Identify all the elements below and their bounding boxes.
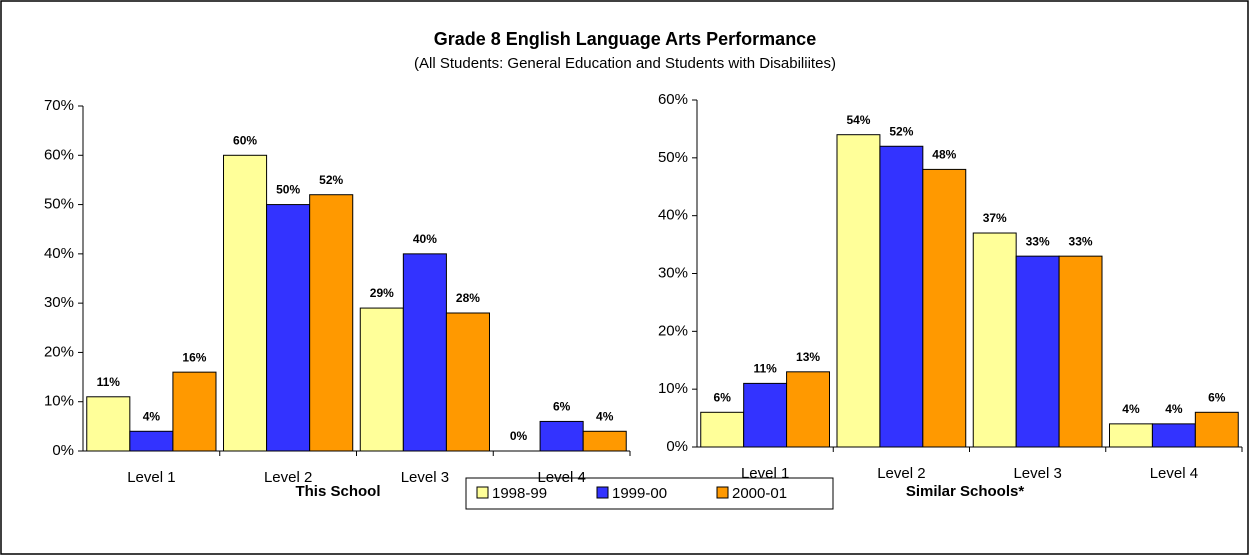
- bar: [223, 154, 268, 452]
- bar: [743, 382, 788, 448]
- y-tick-label: 10%: [658, 380, 688, 397]
- y-tick-label: 60%: [658, 91, 688, 108]
- bar: [402, 253, 447, 452]
- bar: [359, 307, 404, 452]
- y-tick-label: 40%: [44, 245, 74, 262]
- bar: [309, 194, 354, 452]
- legend-swatch: [596, 486, 609, 499]
- bar: [786, 371, 831, 448]
- x-tick-label: Level 4: [537, 469, 585, 486]
- y-tick-label: 0%: [52, 442, 74, 459]
- value-label: 60%: [233, 133, 257, 147]
- bar: [1151, 423, 1196, 448]
- value-label: 29%: [370, 286, 394, 300]
- value-label: 4%: [143, 409, 161, 423]
- bar: [879, 145, 924, 448]
- bar: [172, 371, 217, 452]
- legend-label: 1999-00: [612, 485, 667, 502]
- legend: [465, 477, 834, 510]
- x-axis-title: Similar Schools*: [906, 483, 1025, 500]
- value-label: 54%: [846, 113, 870, 127]
- y-tick-label: 50%: [658, 149, 688, 166]
- x-tick-label: Level 2: [264, 469, 312, 486]
- legend-swatch: [716, 486, 729, 499]
- bar: [266, 204, 311, 452]
- value-label: 6%: [1208, 390, 1226, 404]
- legend-label: 1998-99: [492, 485, 547, 502]
- bar: [1108, 423, 1153, 448]
- value-label: 4%: [1122, 402, 1140, 416]
- value-label: 28%: [456, 291, 480, 305]
- y-tick-label: 40%: [658, 207, 688, 224]
- y-tick-label: 30%: [44, 294, 74, 311]
- value-label: 50%: [276, 183, 300, 197]
- x-tick-label: Level 1: [741, 465, 789, 482]
- x-tick-label: Level 4: [1150, 465, 1198, 482]
- value-label: 33%: [1026, 234, 1050, 248]
- chart-title: Grade 8 English Language Arts Performanc…: [434, 29, 816, 49]
- bar: [1194, 411, 1239, 448]
- y-tick-label: 70%: [44, 97, 74, 114]
- value-label: 52%: [889, 124, 913, 138]
- y-tick-label: 10%: [44, 393, 74, 410]
- legend-swatch: [476, 486, 489, 499]
- y-tick-label: 0%: [666, 438, 688, 455]
- bar: [86, 396, 131, 452]
- value-label: 6%: [714, 390, 732, 404]
- bar: [129, 430, 174, 452]
- chart-subtitle: (All Students: General Education and Stu…: [414, 55, 836, 72]
- bar: [922, 168, 967, 448]
- y-tick-label: 20%: [44, 343, 74, 360]
- value-label: 11%: [97, 375, 121, 389]
- x-tick-label: Level 3: [401, 469, 449, 486]
- bar: [1058, 255, 1103, 448]
- x-tick-label: Level 1: [127, 469, 175, 486]
- value-label: 4%: [596, 409, 614, 423]
- legend-label: 2000-01: [732, 485, 787, 502]
- value-label: 6%: [553, 400, 571, 414]
- y-tick-label: 30%: [658, 264, 688, 281]
- bar: [972, 232, 1017, 448]
- bar: [539, 420, 584, 452]
- value-label: 13%: [796, 350, 820, 364]
- y-tick-label: 50%: [44, 196, 74, 213]
- x-tick-label: Level 3: [1013, 465, 1061, 482]
- x-axis-title: This School: [295, 483, 380, 500]
- x-tick-label: Level 2: [877, 465, 925, 482]
- bar: [836, 134, 881, 448]
- bar: [1015, 255, 1060, 448]
- value-label: 40%: [413, 232, 437, 246]
- y-tick-label: 20%: [658, 322, 688, 339]
- value-label: 48%: [932, 148, 956, 162]
- y-tick-label: 60%: [44, 146, 74, 163]
- value-label: 33%: [1069, 234, 1093, 248]
- value-label: 52%: [319, 173, 343, 187]
- bar: [582, 430, 627, 452]
- bar: [700, 411, 745, 448]
- bar: [445, 312, 490, 452]
- value-label: 0%: [510, 429, 528, 443]
- value-label: 11%: [753, 362, 777, 376]
- value-label: 4%: [1165, 402, 1183, 416]
- value-label: 16%: [182, 350, 206, 364]
- value-label: 37%: [983, 211, 1007, 225]
